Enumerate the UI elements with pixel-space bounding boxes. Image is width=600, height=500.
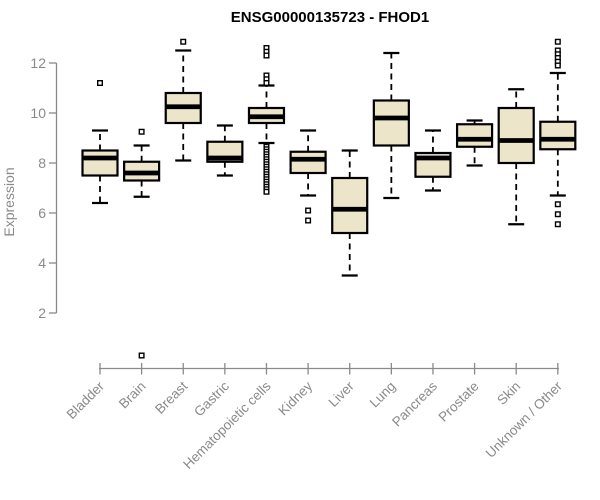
y-axis-tick-label: 2	[38, 305, 46, 321]
x-axis-tick-label: Lung	[367, 379, 399, 411]
outlier-point	[554, 201, 561, 208]
box-prostate	[455, 119, 494, 167]
box-pancreas	[414, 129, 452, 192]
box-unknown-other	[539, 38, 577, 228]
x-axis-tick-label: Prostate	[436, 379, 482, 425]
y-axis-tick-label: 10	[30, 105, 46, 121]
outlier-point	[263, 188, 270, 195]
outlier-point	[96, 79, 103, 86]
box-liver	[331, 149, 369, 277]
outlier-point	[554, 211, 561, 218]
outlier-point	[138, 128, 145, 135]
box-lung	[372, 51, 410, 200]
x-axis-tick-label: Breast	[152, 378, 190, 416]
iqr-box	[372, 99, 410, 147]
box-bladder	[81, 79, 119, 205]
iqr-box	[497, 106, 535, 165]
chart-title: ENSG00000135723 - FHOD1	[231, 9, 429, 26]
iqr-box	[331, 176, 369, 235]
x-axis-tick-label: Bladder	[64, 378, 108, 422]
y-axis-tick-label: 8	[38, 155, 46, 171]
outlier-point	[554, 221, 561, 228]
box-gastric	[206, 124, 244, 177]
iqr-box	[81, 149, 119, 177]
iqr-box	[455, 123, 494, 148]
outlier-point	[263, 52, 270, 59]
box-kidney	[289, 129, 327, 224]
box-brain	[123, 128, 161, 359]
y-axis-tick-label: 6	[38, 205, 46, 221]
iqr-box	[539, 120, 577, 151]
outlier-point	[305, 217, 312, 224]
box-skin	[497, 88, 535, 226]
x-axis-tick-label: Skin	[494, 379, 523, 408]
outlier-point	[554, 38, 561, 45]
y-axis-tick-label: 4	[38, 255, 46, 271]
outlier-point	[263, 79, 270, 86]
x-axis-tick-label: Unknown / Other	[483, 378, 566, 461]
iqr-box	[289, 150, 327, 175]
x-axis-tick-label: Kidney	[275, 378, 315, 418]
y-axis-tick-label: 12	[30, 55, 46, 71]
outlier-point	[138, 352, 145, 359]
outlier-point	[305, 207, 312, 214]
x-axis-tick-label: Pancreas	[389, 378, 440, 429]
x-axis-tick-label: Gastric	[191, 378, 232, 419]
x-axis-tick-label: Liver	[326, 378, 358, 410]
outlier-point	[180, 38, 187, 45]
box-hematopoietic-cells	[247, 45, 286, 195]
x-axis-tick-label: Brain	[116, 379, 149, 412]
y-axis-title: Expression	[1, 167, 17, 236]
box-breast	[164, 38, 202, 162]
outlier-point	[554, 62, 561, 69]
